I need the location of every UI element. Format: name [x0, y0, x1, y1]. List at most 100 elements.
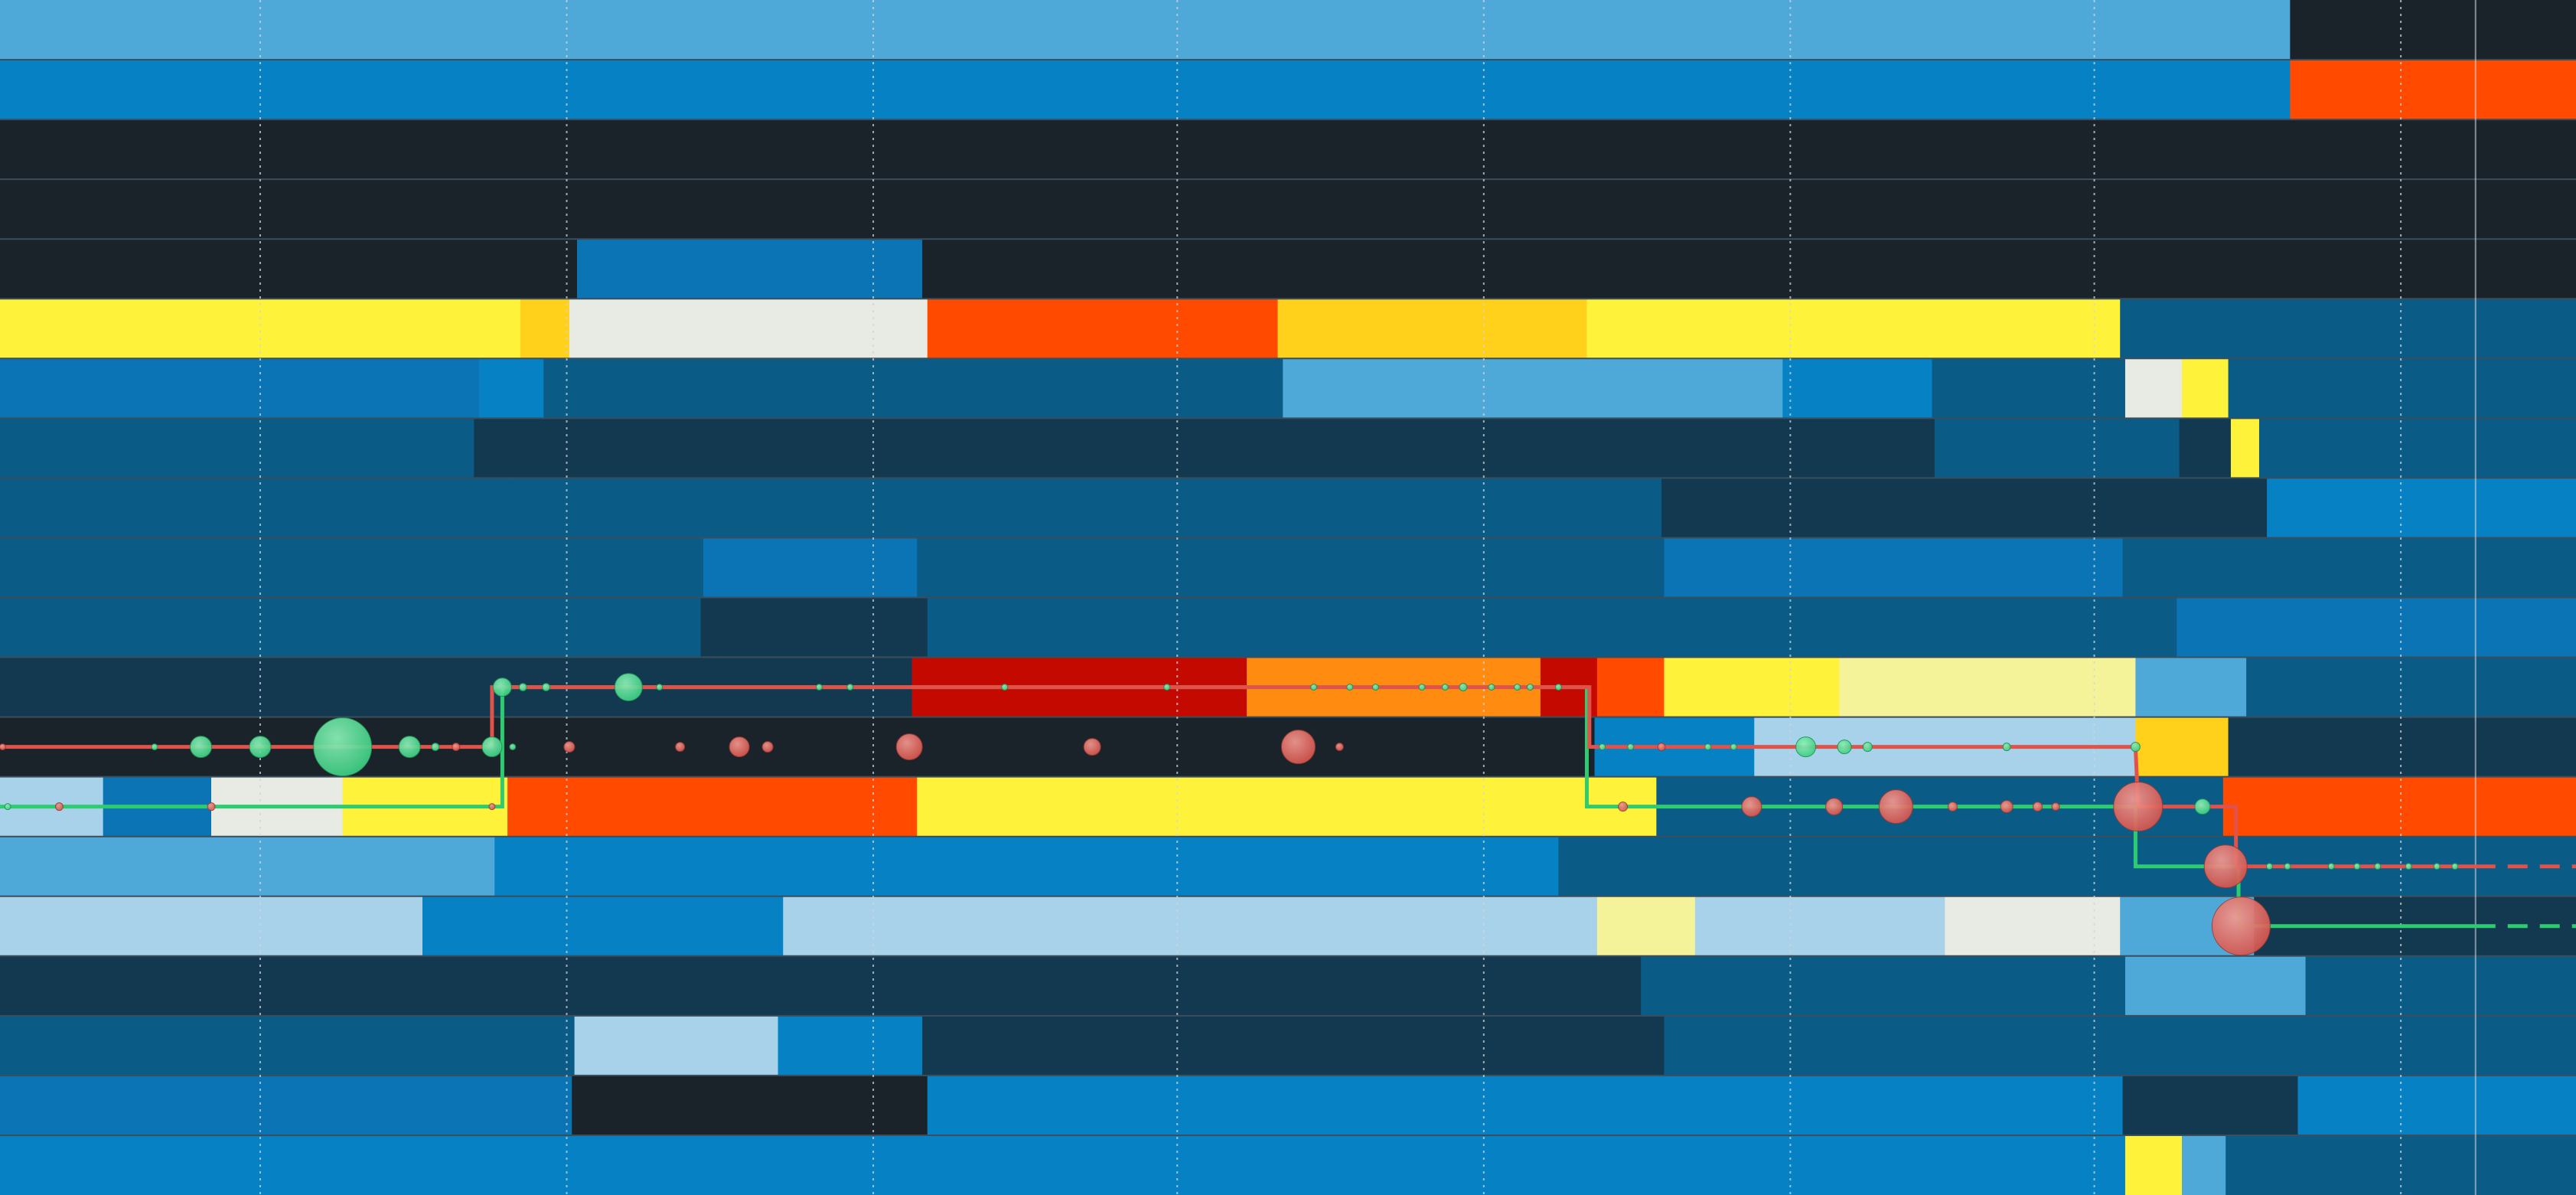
green-bubble [1627, 743, 1635, 751]
green-bubble [2327, 863, 2335, 870]
red-bubble [2051, 802, 2060, 811]
heatmap-cell [507, 776, 918, 837]
heatmap-cell [783, 896, 1268, 956]
heatmap-cell [0, 896, 338, 956]
heatmap-cell [778, 1015, 923, 1076]
green-bubble [1730, 743, 1737, 751]
green-bubble [2374, 863, 2382, 870]
heatmap-cell [1283, 358, 1783, 419]
green-bubble [2284, 863, 2291, 870]
red-bubble [1083, 738, 1101, 756]
green-bubble [1163, 684, 1171, 691]
green-bubble [431, 743, 440, 752]
heatmap-cell [569, 299, 928, 359]
vertical-gridlines [259, 0, 2477, 1195]
heatmap-cell [2246, 657, 2576, 717]
heatmap-cell [337, 896, 423, 956]
heatmap-cell [543, 358, 1283, 419]
green-bubble [1441, 684, 1449, 691]
red-bubble [1335, 743, 1344, 752]
heatmap-cell [0, 478, 514, 538]
heatmap-cell [512, 478, 1662, 538]
green-bubble [1554, 684, 1562, 691]
heatmap-cell [917, 776, 1657, 837]
heatmap-cell [917, 717, 1596, 777]
row-separators [0, 59, 2576, 1136]
green-bubble [481, 736, 503, 758]
event-bubbles [0, 673, 2459, 956]
red-bubble [0, 743, 6, 751]
green-bubble [656, 684, 664, 691]
red-bubble [1657, 743, 1666, 752]
red-bubble [2203, 844, 2248, 889]
red-bubble [675, 742, 686, 753]
heatmap-cell [1586, 299, 2121, 359]
heatmap-cell [2179, 418, 2232, 478]
green-bubble [2451, 863, 2459, 870]
heatmap-cell [700, 597, 928, 658]
green-bubble [614, 673, 643, 702]
green-bubble [2405, 863, 2412, 870]
red-bubble [1947, 802, 1958, 812]
heatmap-cell [574, 1015, 779, 1076]
green-bubble [4, 803, 11, 811]
heatmap-cell [0, 418, 474, 478]
heatmap-cell [0, 1015, 576, 1076]
heatmap-cell [1661, 478, 2268, 538]
heatmap-cell [1839, 657, 2136, 717]
heatmap-cell [1934, 418, 2180, 478]
green-bubble [1795, 736, 1817, 758]
heatmap-cell [0, 299, 521, 359]
heatmap-cell [0, 0, 2291, 60]
green-bubble [815, 684, 823, 691]
heatmap-cell [1267, 896, 1598, 956]
heatmap-cell [0, 119, 2576, 180]
heatmap-cell [0, 955, 1642, 1016]
heatmap-cell [2124, 358, 2183, 419]
green-bubble [2265, 863, 2273, 870]
connector-paths [0, 685, 2576, 929]
heatmap-cell [0, 60, 2291, 120]
heatmap-cell [0, 239, 578, 299]
red-bubble [207, 802, 216, 811]
heatmap-cell [2228, 717, 2576, 777]
heatmap-cell [2182, 358, 2229, 419]
heatmap-cell [703, 537, 918, 598]
heatmap-cell [2177, 597, 2576, 658]
heatmap-cell [520, 299, 570, 359]
green-bubble [542, 683, 551, 692]
heatmap-cell [2258, 418, 2576, 478]
heatmap-cell [1664, 657, 1840, 717]
green-bubble [1001, 684, 1009, 691]
heatmap-cell [2290, 0, 2576, 60]
heatmap-cell [1300, 597, 2177, 658]
green-bubble [518, 683, 527, 692]
red-bubble [1825, 798, 1844, 816]
heatmap-cell [2120, 299, 2576, 359]
heatmap-cell [0, 179, 2576, 240]
heatmap-cell [0, 358, 480, 419]
heatmap-cell [2290, 60, 2576, 120]
heatmap-cell [2297, 1075, 2576, 1135]
heatmap-cell [474, 418, 1935, 478]
heatmap-cell [1945, 896, 2121, 956]
red-bubble [761, 741, 774, 753]
green-bubble [492, 677, 512, 697]
heatmap-cell [1664, 1015, 2144, 1076]
heatmap-cell [2122, 1075, 2298, 1135]
green-bubble [2002, 743, 2011, 752]
heatmap-cell [927, 597, 1302, 658]
green-bubble [509, 743, 517, 751]
green-bubble [846, 684, 854, 691]
heatmap-cell [1782, 358, 1932, 419]
heatmap-cell [2230, 418, 2260, 478]
heatmap-cell [576, 239, 923, 299]
heatmap-cell [0, 537, 704, 598]
red-bubble [452, 743, 461, 752]
red-bubble [2113, 782, 2164, 832]
heatmap-cell [1694, 896, 1945, 956]
green-bubble [1837, 740, 1852, 755]
green-bubble [2433, 863, 2441, 870]
